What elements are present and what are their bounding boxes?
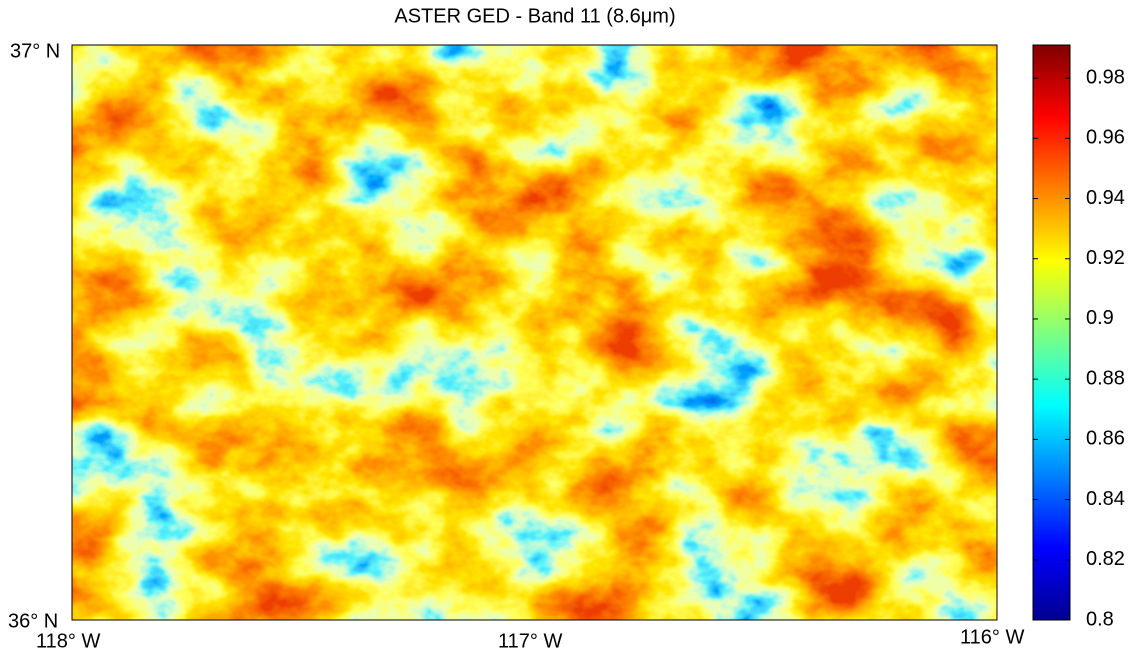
colorbar-tick-label: 0.98 [1086, 66, 1125, 88]
colorbar-tick-label: 0.94 [1086, 187, 1125, 209]
colorbar-tick-label: 0.9 [1086, 307, 1114, 329]
lat-label: 37° N [10, 40, 60, 62]
colorbar-tick-label: 0.92 [1086, 247, 1125, 269]
figure: ASTER GED - Band 11 (8.6μm) 37° N 36° N … [0, 0, 1142, 655]
emissivity-map [72, 45, 997, 620]
lon-label: 118° W [36, 630, 100, 652]
colorbar-tick-label: 0.88 [1086, 367, 1125, 389]
colorbar [1033, 45, 1070, 620]
colorbar-tick-label: 0.8 [1086, 608, 1114, 630]
colorbar-tick-label: 0.84 [1086, 488, 1125, 510]
lon-label: 116° W [960, 626, 1024, 648]
title: ASTER GED - Band 11 (8.6μm) [394, 5, 675, 27]
colorbar-tick-label: 0.86 [1086, 428, 1125, 450]
colorbar-tick-label: 0.82 [1086, 548, 1125, 570]
lat-label: 36° N [8, 610, 58, 632]
lon-label: 117° W [498, 630, 562, 652]
colorbar-tick-label: 0.96 [1086, 127, 1125, 149]
page: {"title": "ASTER GED - Band 11 (8.6\u03b… [0, 0, 1142, 655]
